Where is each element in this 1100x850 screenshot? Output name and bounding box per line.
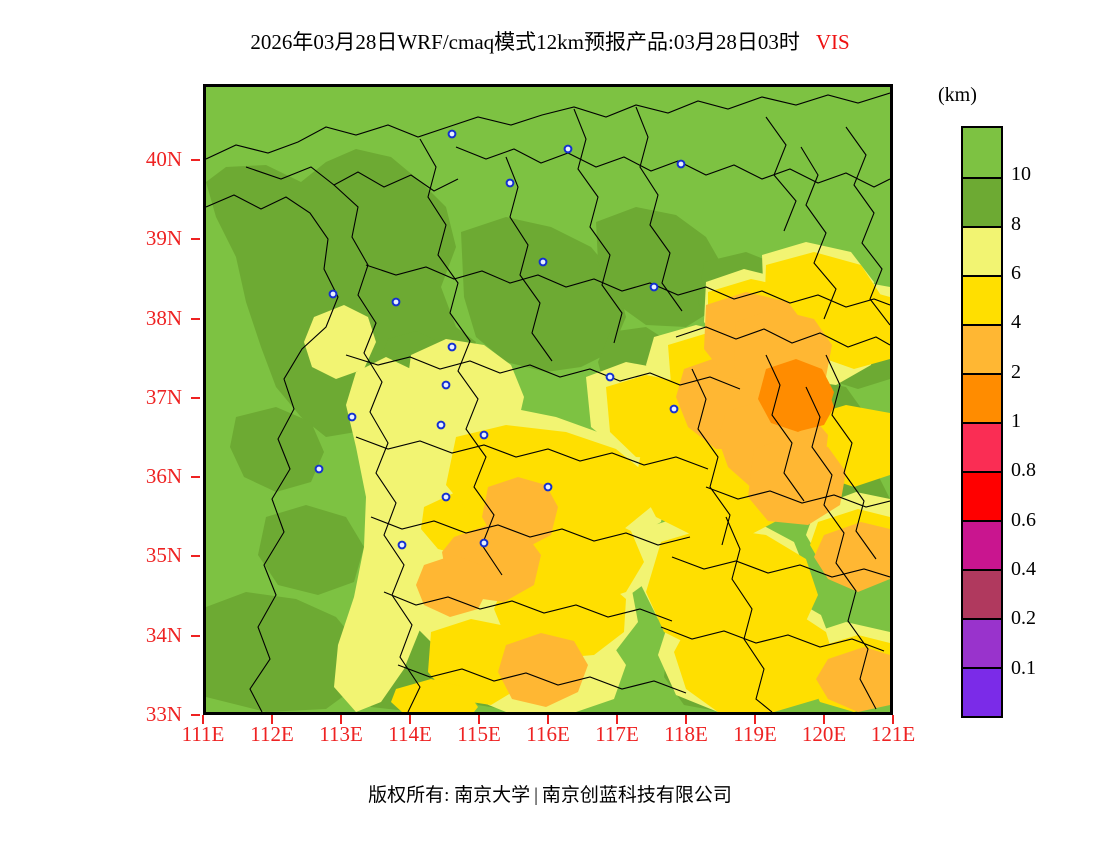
variable-label: VIS	[815, 30, 850, 54]
colorbar-tick-0p2: 0.2	[1011, 607, 1036, 630]
footer-copyright: 版权所有: 南京大学 | 南京创蓝科技有限公司	[0, 780, 1100, 807]
colorbar-tick-0p1: 0.1	[1011, 656, 1036, 679]
y-axis-label-33n: 33N	[145, 702, 182, 726]
colorbar-tick-6: 6	[1011, 262, 1021, 285]
x-axis-tick	[547, 715, 549, 724]
y-axis-label-34n: 34N	[145, 622, 182, 647]
colorbar-tick-4: 4	[1011, 311, 1021, 334]
y-axis-tick	[191, 159, 200, 161]
y-axis-label-39n: 39N	[145, 226, 182, 251]
x-axis-label-120e: 120E	[801, 722, 847, 746]
x-axis-tick	[340, 715, 342, 724]
y-axis-label-36n: 36N	[145, 464, 182, 489]
y-axis-tick	[191, 317, 200, 320]
x-axis-label-116e: 116E	[526, 722, 570, 746]
colorbar-band-7[interactable]	[963, 471, 1001, 520]
colorbar-band-2[interactable]	[963, 226, 1001, 275]
y-axis-label-40n: 40N	[145, 147, 182, 171]
y-axis-tick	[191, 634, 200, 637]
colorbar-band-1[interactable]	[963, 177, 1001, 226]
footer-owner: 版权所有: 南京大学	[368, 785, 531, 806]
colorbar-tick-10: 10	[1011, 163, 1031, 186]
x-axis-tick	[685, 715, 687, 724]
colorbar-band-3[interactable]	[963, 275, 1001, 324]
x-axis-label-118e: 118E	[664, 722, 708, 746]
y-axis-tick	[191, 555, 200, 558]
colorbar-tick-2: 2	[1011, 360, 1021, 383]
y-axis-tick	[191, 396, 200, 399]
colorbar-band-10[interactable]	[963, 618, 1001, 667]
colorbar-tick-8: 8	[1011, 212, 1021, 235]
x-axis-tick	[616, 715, 618, 724]
contour-map	[206, 87, 890, 712]
y-axis-tick	[191, 238, 200, 241]
footer-separator: |	[534, 785, 538, 806]
colorbar-band-11[interactable]	[963, 667, 1001, 716]
page-title-text: 2026年03月28日WRF/cmaq模式12km预报产品:03月28日03时	[250, 30, 800, 54]
colorbar-band-0[interactable]	[963, 128, 1001, 177]
colorbar-band-8[interactable]	[963, 520, 1001, 569]
x-axis-tick	[271, 715, 273, 724]
footer-company: 南京创蓝科技有限公司	[541, 785, 732, 806]
x-axis-label-111e: 111E	[181, 722, 225, 746]
x-axis-tick	[409, 715, 411, 724]
colorbar-tick-0p8: 0.8	[1011, 459, 1036, 482]
page-title: 2026年03月28日WRF/cmaq模式12km预报产品:03月28日03时 V…	[0, 26, 1100, 56]
x-axis-tick	[478, 715, 480, 724]
x-axis-tick	[892, 715, 894, 724]
x-axis-tick	[202, 715, 204, 724]
x-axis-label-115e: 115E	[457, 722, 501, 746]
y-axis-label-38n: 38N	[145, 305, 182, 330]
colorbar-band-6[interactable]	[963, 422, 1001, 471]
colorbar-band-4[interactable]	[963, 324, 1001, 373]
x-axis-tick	[823, 715, 825, 724]
x-axis-label-112e: 112E	[250, 722, 294, 746]
x-axis-label-113e: 113E	[319, 722, 363, 746]
colorbar-tick-1: 1	[1011, 410, 1021, 433]
y-axis-label-37n: 37N	[145, 384, 182, 409]
colorbar-unit-label: (km)	[938, 84, 977, 106]
colorbar-band-9[interactable]	[963, 569, 1001, 618]
x-axis-label-121e: 121E	[870, 722, 916, 746]
x-axis-label-114e: 114E	[388, 722, 432, 746]
y-axis-tick	[191, 714, 200, 716]
x-axis-label-117e: 117E	[595, 722, 639, 746]
colorbar-tick-0p4: 0.4	[1011, 558, 1036, 581]
map-plot-area[interactable]	[203, 84, 893, 715]
x-axis-tick	[754, 715, 756, 724]
x-axis-label-119e: 119E	[733, 722, 777, 746]
y-axis-label-35n: 35N	[145, 543, 182, 568]
y-axis-tick	[191, 476, 200, 479]
station-marker-group	[314, 129, 686, 550]
colorbar-band-5[interactable]	[963, 373, 1001, 422]
colorbar[interactable]	[961, 126, 1003, 718]
colorbar-tick-0p6: 0.6	[1011, 508, 1036, 531]
